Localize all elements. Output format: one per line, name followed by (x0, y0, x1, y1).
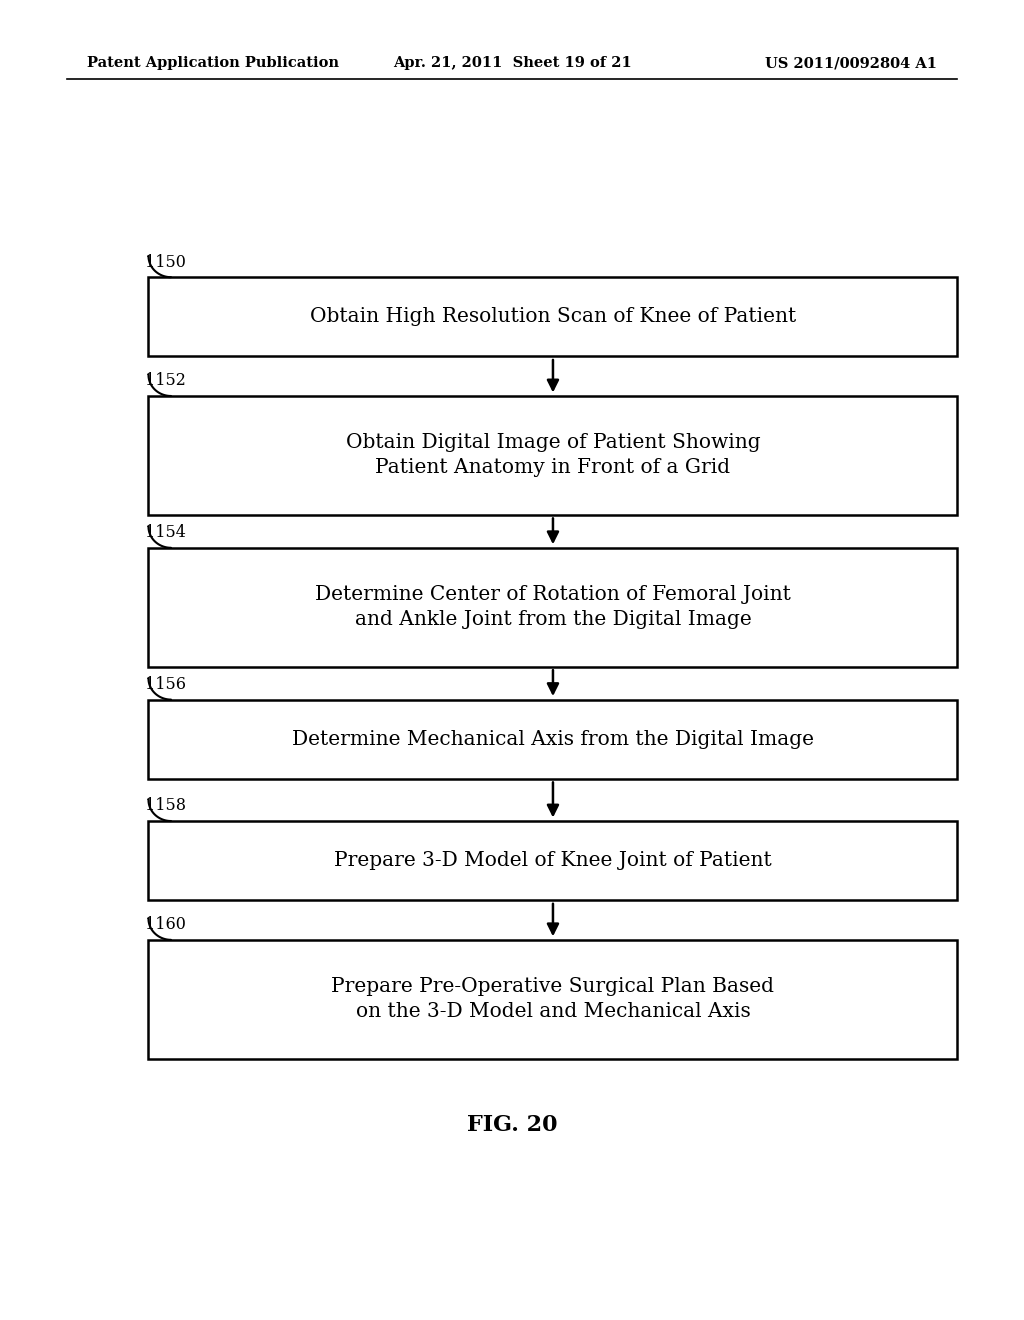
Text: Apr. 21, 2011  Sheet 19 of 21: Apr. 21, 2011 Sheet 19 of 21 (392, 57, 632, 70)
Text: 1158: 1158 (145, 797, 186, 814)
Text: US 2011/0092804 A1: US 2011/0092804 A1 (765, 57, 937, 70)
Text: 1156: 1156 (145, 676, 186, 693)
Text: FIG. 20: FIG. 20 (467, 1114, 557, 1135)
Bar (148, 940, 957, 1059)
Text: 1152: 1152 (145, 372, 186, 389)
Text: Patent Application Publication: Patent Application Publication (87, 57, 339, 70)
Text: Prepare Pre-Operative Surgical Plan Based
on the 3-D Model and Mechanical Axis: Prepare Pre-Operative Surgical Plan Base… (332, 977, 774, 1022)
Bar (148, 396, 957, 515)
Text: 1160: 1160 (145, 916, 186, 933)
Text: Obtain High Resolution Scan of Knee of Patient: Obtain High Resolution Scan of Knee of P… (310, 308, 796, 326)
Bar (148, 277, 957, 356)
Text: Determine Center of Rotation of Femoral Joint
and Ankle Joint from the Digital I: Determine Center of Rotation of Femoral … (315, 585, 791, 630)
Text: Determine Mechanical Axis from the Digital Image: Determine Mechanical Axis from the Digit… (292, 730, 814, 748)
Text: 1150: 1150 (145, 253, 186, 271)
Text: Obtain Digital Image of Patient Showing
Patient Anatomy in Front of a Grid: Obtain Digital Image of Patient Showing … (346, 433, 760, 478)
Bar (148, 700, 957, 779)
Text: 1154: 1154 (145, 524, 186, 541)
Text: Prepare 3-D Model of Knee Joint of Patient: Prepare 3-D Model of Knee Joint of Patie… (334, 851, 772, 870)
Bar (148, 821, 957, 900)
Bar (148, 548, 957, 667)
